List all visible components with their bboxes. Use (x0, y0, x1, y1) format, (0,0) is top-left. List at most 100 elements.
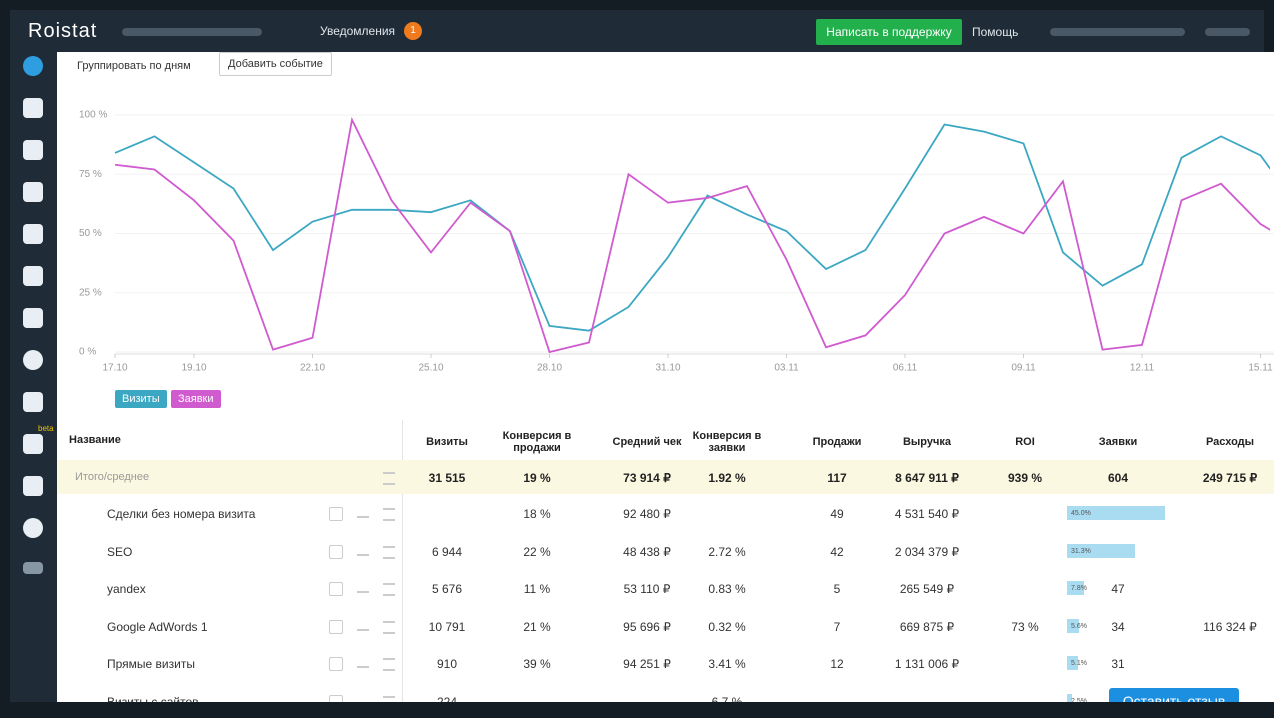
notifications[interactable]: Уведомления (320, 24, 396, 38)
nav-structure[interactable] (23, 224, 43, 244)
total-cell: 117 (827, 471, 847, 485)
row-checkbox[interactable] (329, 544, 343, 559)
row-chart-icon[interactable] (357, 624, 369, 631)
cell: 2.72 % (708, 544, 746, 559)
row-chart-icon[interactable] (357, 661, 369, 668)
column-header[interactable]: Продажи (812, 436, 862, 448)
x-tick-label: 19.10 (181, 363, 206, 374)
x-tick-label: 12.11 (1130, 363, 1155, 374)
row-list-icon[interactable] (383, 583, 395, 596)
cell: 49 (830, 507, 844, 521)
row-name[interactable]: Визиты с сайтов (107, 694, 199, 703)
nav-dashboard[interactable] (23, 56, 43, 76)
column-header[interactable]: Средний чек (612, 436, 682, 448)
project-blur (1205, 28, 1250, 36)
nav-calls[interactable] (23, 98, 43, 118)
help-menu[interactable]: Помощь (972, 25, 1019, 39)
leads-share-label: 5.6% (1071, 622, 1087, 630)
cell: 4 531 540 ₽ (894, 507, 960, 521)
cell: 48 438 ₽ (623, 544, 671, 559)
row-list-icon[interactable] (383, 620, 395, 634)
cell: 6.7 % (711, 694, 743, 703)
nav-analytics[interactable] (23, 140, 43, 160)
cell: 5 (833, 582, 841, 596)
column-header[interactable]: Конверсия в продажи (502, 430, 572, 454)
add-event-button[interactable]: Добавить событие (219, 52, 332, 76)
row-chart-icon[interactable] (357, 511, 369, 518)
sidebar: beta (10, 52, 57, 702)
column-header[interactable]: Конверсия в заявки (692, 430, 762, 454)
leads-share-bar (1067, 543, 1136, 558)
column-header[interactable]: Выручка (902, 436, 952, 448)
cell: 2 034 379 ₽ (894, 544, 960, 559)
row-name[interactable]: Сделки без номера визита (107, 507, 256, 521)
logo[interactable]: Roistat (28, 20, 98, 42)
row-name[interactable]: yandex (107, 582, 146, 596)
support-button[interactable]: Написать в поддержку (816, 19, 962, 45)
group-by[interactable]: Группировать по дням (77, 60, 191, 72)
row-chart-icon[interactable] (357, 699, 369, 703)
cell: 116 324 ₽ (1203, 619, 1257, 634)
top-bar: Roistat Уведомления 1 Написать в поддерж… (10, 10, 1264, 52)
total-cell: 249 715 ₽ (1202, 471, 1258, 485)
account-blur (122, 28, 262, 36)
row-name[interactable]: SEO (107, 544, 133, 559)
cell: 21 % (523, 619, 551, 634)
row-list-icon[interactable] (383, 508, 395, 521)
row-checkbox[interactable] (329, 657, 343, 671)
x-tick-label: 15.11 (1248, 363, 1273, 374)
row-chart-icon[interactable] (357, 586, 369, 593)
cell: 0.83 % (708, 582, 746, 596)
series-line (114, 116, 1270, 354)
column-header[interactable]: ROI (1015, 436, 1035, 448)
row-chart-icon[interactable] (357, 549, 369, 556)
nav-mail[interactable] (23, 392, 43, 412)
nav-routing[interactable] (23, 266, 43, 286)
x-tick-label: 09.11 (1011, 363, 1036, 374)
x-tick-label: 22.10 (300, 363, 325, 374)
nav-expand[interactable] (23, 562, 43, 574)
row-checkbox[interactable] (329, 582, 343, 596)
row-checkbox[interactable] (329, 619, 343, 634)
row-list-icon[interactable] (383, 658, 395, 671)
feedback-button[interactable]: Оставить отзыв (1109, 688, 1239, 702)
nav-integrations[interactable] (23, 476, 43, 496)
leads-share-bar (1067, 618, 1080, 633)
cell: 47 (1111, 582, 1125, 596)
nav-segments[interactable] (23, 350, 43, 370)
row-checkbox[interactable] (329, 694, 343, 702)
row-list-icon[interactable] (383, 545, 395, 559)
column-header[interactable]: Визиты (426, 436, 468, 448)
column-header[interactable]: Название (69, 434, 121, 446)
leads-share-bar (1067, 581, 1084, 595)
y-tick-label: 50 % (79, 228, 102, 239)
nav-clients[interactable] (23, 308, 43, 328)
series-line (114, 123, 1270, 332)
row-name[interactable]: Google AdWords 1 (107, 619, 208, 634)
column-header[interactable]: Заявки (1098, 436, 1138, 448)
cell: 11 % (523, 582, 551, 596)
total-cell: 73 914 ₽ (623, 471, 671, 485)
total-label: Итого/среднее (75, 471, 150, 483)
x-tick-label: 28.10 (537, 363, 562, 374)
total-cell: 604 (1107, 471, 1129, 485)
x-tick-label: 25.10 (418, 363, 443, 374)
leads-share-bar (1067, 693, 1073, 702)
legend-item[interactable]: Заявки (171, 390, 221, 408)
nav-targets[interactable] (23, 182, 43, 202)
y-tick-label: 0 % (79, 347, 96, 358)
cell: 1 131 006 ₽ (894, 657, 960, 671)
nav-settings[interactable] (23, 518, 43, 538)
legend-item[interactable]: Визиты (115, 390, 167, 408)
row-list-icon[interactable] (383, 472, 395, 485)
row-checkbox[interactable] (329, 507, 343, 521)
row-list-icon[interactable] (383, 695, 395, 702)
cell: 12 (830, 657, 844, 671)
x-tick-label: 17.10 (102, 363, 127, 374)
row-name[interactable]: Прямые визиты (107, 657, 195, 671)
cell: 669 875 ₽ (899, 619, 955, 634)
column-header[interactable]: Расходы (1205, 436, 1255, 448)
cell: 3.41 % (708, 657, 746, 671)
nav-reports[interactable] (23, 434, 43, 454)
